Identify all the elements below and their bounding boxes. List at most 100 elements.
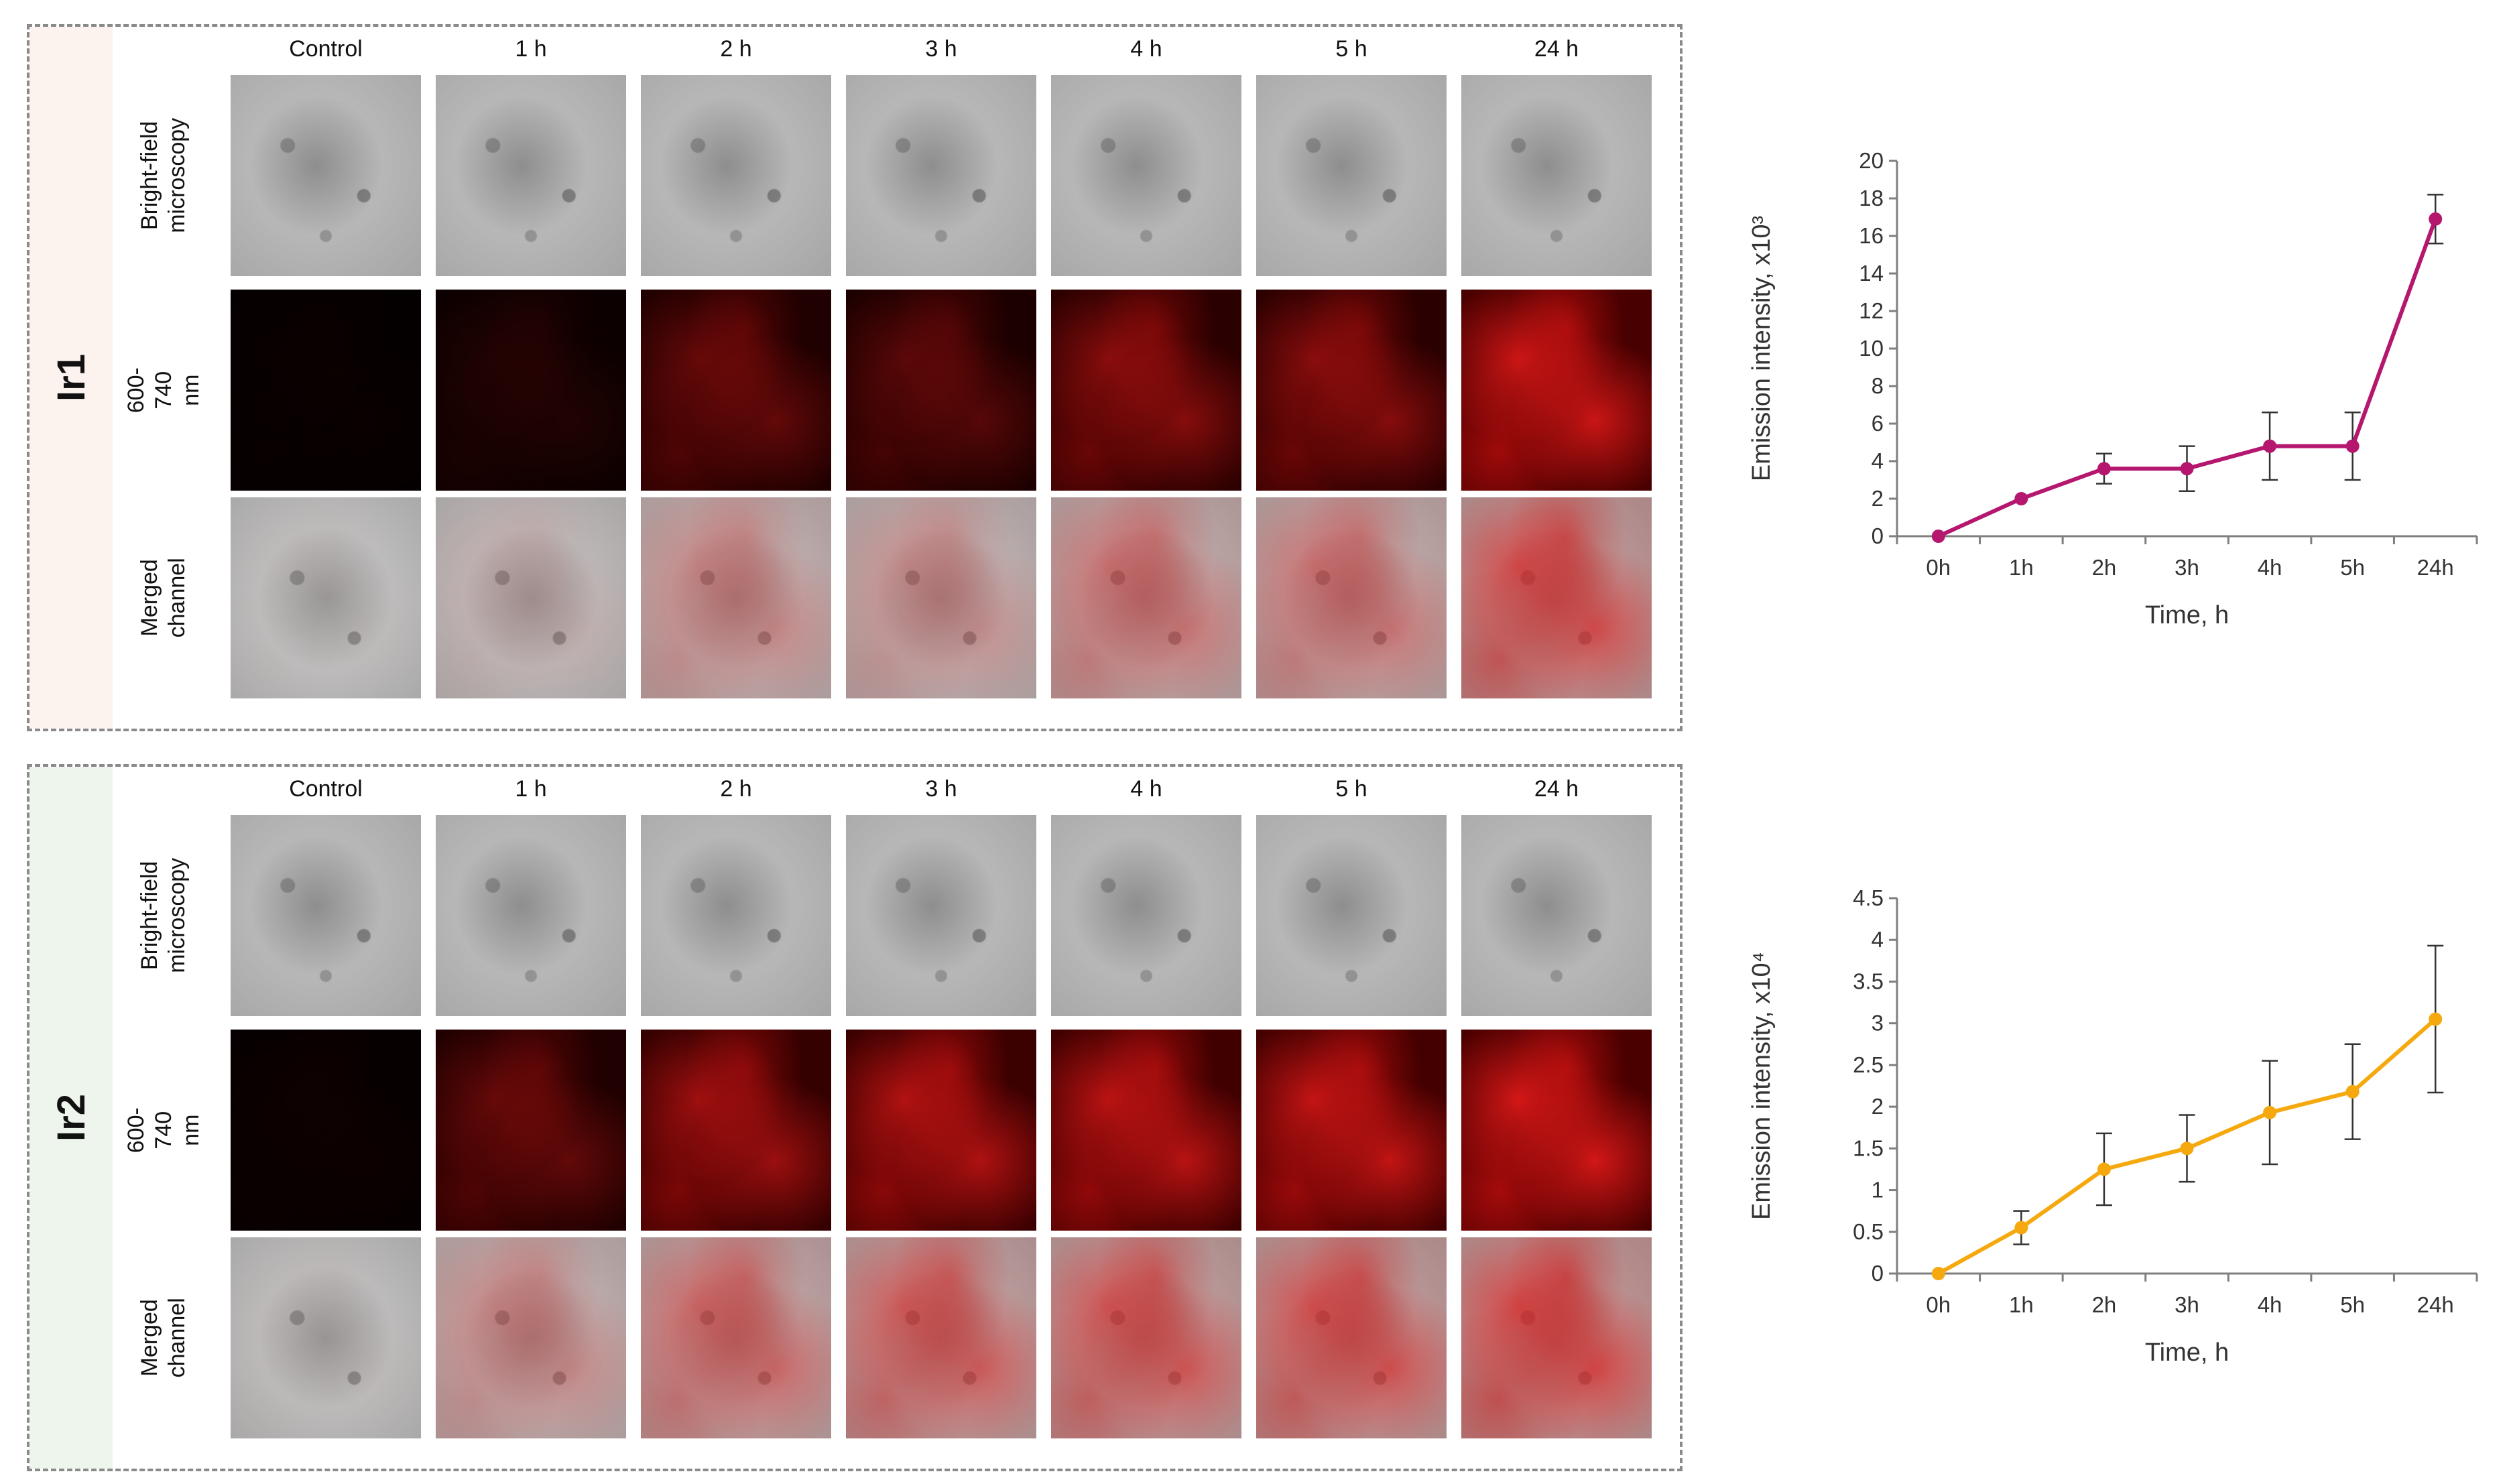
brightfield-image	[1256, 75, 1447, 276]
y-tick-label: 6	[1872, 411, 1884, 436]
data-point	[2180, 462, 2194, 476]
compound-label: Ir2	[29, 767, 113, 1469]
data-point	[2429, 212, 2443, 226]
row-label-text: Bright-field microscopy	[137, 118, 190, 233]
fluorescence-image	[436, 290, 626, 491]
y-tick-label: 0	[1872, 523, 1884, 548]
brightfield-image	[436, 75, 626, 276]
merged-image	[1461, 497, 1652, 698]
merged-image	[231, 497, 421, 698]
compound-sidebar	[29, 27, 113, 729]
x-tick-label: 2h	[2092, 555, 2117, 580]
fluorescence-image	[231, 290, 421, 491]
data-point	[2345, 1085, 2360, 1099]
merged-image	[1256, 497, 1447, 698]
y-tick-label: 12	[1859, 298, 1884, 323]
x-tick-label: 1h	[2009, 555, 2034, 580]
row-label-text: 600-740 nm	[123, 1107, 204, 1154]
data-point	[2345, 439, 2360, 453]
row-label: Bright-field microscopy	[130, 815, 197, 1016]
panel-ir2: Ir2 Control 1 h 2 h 3 h 4 h 5 h 24 h Bright-fie…	[27, 764, 1683, 1471]
compound-label-text: Ir1	[49, 354, 93, 401]
x-tick-label: 0h	[1926, 1292, 1951, 1317]
x-tick-label: 4h	[2258, 555, 2282, 580]
merged-image	[641, 1237, 831, 1438]
fluorescence-image	[1256, 290, 1447, 491]
data-point	[2263, 1105, 2277, 1119]
column-label: Control	[289, 36, 363, 62]
merged-image	[846, 497, 1036, 698]
merged-image	[1051, 497, 1241, 698]
y-tick-label: 4.5	[1853, 885, 1884, 910]
column-label: 5 h	[1335, 776, 1367, 802]
y-tick-label: 0.5	[1853, 1219, 1884, 1244]
y-axis-title: Emission intensity, x10⁴	[1748, 952, 1776, 1220]
merged-image	[436, 1237, 626, 1438]
y-tick-label: 20	[1859, 148, 1884, 173]
brightfield-image	[641, 75, 831, 276]
x-tick-label: 2h	[2092, 1292, 2117, 1317]
data-point	[2180, 1141, 2194, 1156]
y-tick-label: 0	[1872, 1261, 1884, 1286]
y-tick-label: 8	[1872, 373, 1884, 398]
fluorescence-image	[641, 1030, 831, 1231]
column-label: 2 h	[720, 776, 752, 802]
merged-image	[641, 497, 831, 698]
data-point	[2429, 1012, 2443, 1026]
fluorescence-image	[1256, 1030, 1447, 1231]
x-tick-label: 3h	[2175, 1292, 2199, 1317]
column-label: 3 h	[925, 36, 957, 62]
column-label: 2 h	[720, 36, 752, 62]
row-label-text: 600-740 nm	[123, 367, 204, 414]
x-tick-label: 24h	[2417, 555, 2454, 580]
fluorescence-image	[1461, 290, 1652, 491]
y-tick-label: 4	[1872, 448, 1884, 473]
data-point	[1931, 1267, 1945, 1280]
fluorescence-image	[436, 1030, 626, 1231]
y-tick-label: 3.5	[1853, 969, 1884, 993]
x-tick-label: 24h	[2417, 1292, 2454, 1317]
fluorescence-image	[1461, 1030, 1652, 1231]
y-tick-label: 2	[1872, 1094, 1884, 1119]
brightfield-image	[1051, 815, 1241, 1016]
brightfield-image	[846, 75, 1036, 276]
y-tick-label: 16	[1859, 223, 1884, 248]
fluorescence-image	[641, 290, 831, 491]
fluorescence-image	[231, 1030, 421, 1231]
column-label: Control	[289, 776, 363, 802]
panel-ir1: Ir1 Control 1 h 2 h 3 h 4 h 5 h 24 h Bright-fie…	[27, 24, 1683, 731]
brightfield-image	[436, 815, 626, 1016]
column-label: 4 h	[1130, 36, 1162, 62]
y-tick-label: 18	[1859, 186, 1884, 210]
merged-image	[1051, 1237, 1241, 1438]
compound-sidebar	[29, 767, 113, 1469]
x-tick-label: 3h	[2175, 555, 2199, 580]
brightfield-image	[231, 75, 421, 276]
data-point	[2014, 1221, 2028, 1235]
merged-image	[1256, 1237, 1447, 1438]
fluorescence-image	[1051, 290, 1241, 491]
brightfield-image	[1461, 815, 1652, 1016]
merged-image	[846, 1237, 1036, 1438]
data-point	[2014, 492, 2028, 505]
brightfield-image	[1461, 75, 1652, 276]
row-label: Bright-field microscopy	[130, 75, 197, 276]
column-label: 1 h	[515, 36, 547, 62]
x-tick-label: 1h	[2009, 1292, 2034, 1317]
y-tick-label: 4	[1872, 927, 1884, 952]
column-label: 24 h	[1534, 36, 1579, 62]
y-tick-label: 1	[1872, 1178, 1884, 1202]
x-axis-title: Time, h	[2145, 1339, 2229, 1367]
x-tick-label: 4h	[2258, 1292, 2282, 1317]
row-label-text: Merged channel	[137, 1298, 190, 1378]
row-label: Merged channel	[130, 1237, 197, 1438]
data-point	[2097, 1162, 2111, 1176]
merged-image	[436, 497, 626, 698]
brightfield-image	[1051, 75, 1241, 276]
row-label-text: Merged channel	[137, 558, 190, 638]
merged-image	[231, 1237, 421, 1438]
chart-ir2: 0 0.5 1 1.5 2 2.5 3 3.5 4 4.5 0h 1h 2h 3h 4h 5h 24h Time,…	[1748, 885, 2478, 1367]
x-axis-title: Time, h	[2145, 601, 2229, 629]
chart-ir1: 0 2 4 6 8 10 12 14 16 18 20 0h 1h 2h 3h 4h 5h 24h Time, h E…	[1748, 148, 2478, 629]
y-tick-label: 3	[1872, 1011, 1884, 1036]
